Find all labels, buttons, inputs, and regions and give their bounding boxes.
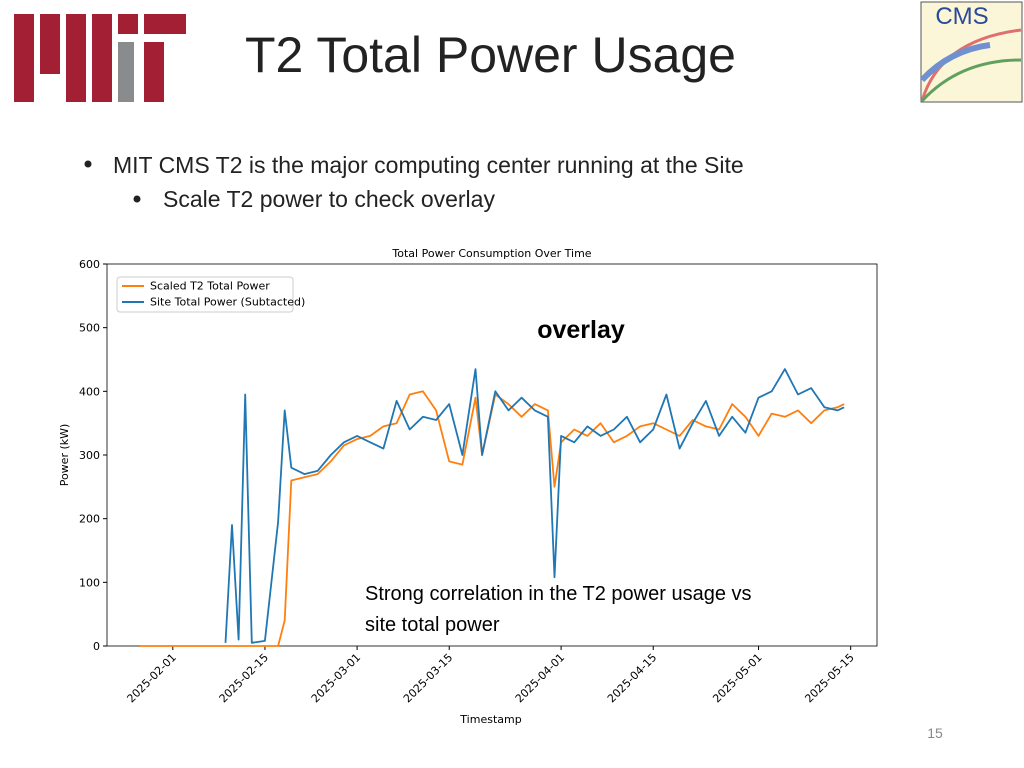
x-tick-label: 2025-03-15 [401, 651, 455, 705]
chart-title: Total Power Consumption Over Time [391, 247, 591, 260]
x-tick-label: 2025-02-15 [217, 651, 271, 705]
y-tick-label: 200 [79, 513, 100, 526]
slide-title: T2 Total Power Usage [245, 27, 736, 83]
bullet: MIT CMS T2 is the major computing center… [113, 152, 744, 178]
annotation: overlay [537, 316, 625, 344]
legend-box [116, 276, 294, 313]
series-line [139, 390, 845, 647]
legend-label: Site Total Power (Subtacted) [150, 296, 305, 309]
y-tick-label: 300 [79, 449, 100, 462]
x-tick-label: 2025-03-01 [309, 651, 363, 705]
cms-logo: CMS [919, 1, 1023, 103]
x-tick-label: 2025-02-01 [125, 651, 179, 705]
chart: Total Power Consumption Over Time 0 100 200… [58, 247, 878, 726]
annotation: site total power [365, 614, 500, 636]
legend-label: Scaled T2 Total Power [150, 280, 270, 293]
page-number: 15 [927, 725, 943, 741]
y-tick-label: 500 [79, 322, 100, 335]
y-tick-label: 600 [79, 258, 100, 271]
mit-logo [14, 14, 186, 102]
x-tick-label: 2025-04-15 [605, 651, 659, 705]
annotation: Strong correlation in the T2 power usage… [365, 583, 752, 605]
y-tick-label: 0 [93, 640, 100, 653]
x-tick-label: 2025-04-01 [513, 651, 567, 705]
x-tick-label: 2025-05-15 [802, 651, 856, 705]
cms-logo-text: CMS [935, 3, 988, 30]
y-axis-label: Power (kW) [58, 424, 71, 487]
x-axis-label: Timestamp [459, 713, 521, 726]
series-line [224, 368, 845, 644]
bullet: Scale T2 power to check overlay [163, 186, 495, 212]
y-tick-label: 400 [79, 385, 100, 398]
x-tick-label: 2025-05-01 [710, 651, 764, 705]
y-tick-label: 100 [79, 576, 100, 589]
